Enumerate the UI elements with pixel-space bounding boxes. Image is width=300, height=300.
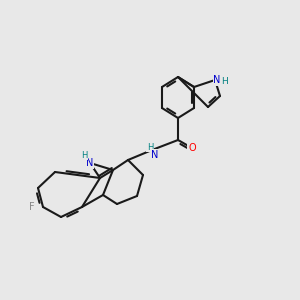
Text: H: H xyxy=(222,76,228,85)
Text: O: O xyxy=(188,143,196,153)
Text: F: F xyxy=(29,202,35,212)
Text: N: N xyxy=(213,75,221,85)
Text: H: H xyxy=(81,151,87,160)
Text: N: N xyxy=(86,158,94,168)
Text: H: H xyxy=(147,142,153,152)
Text: N: N xyxy=(151,150,159,160)
